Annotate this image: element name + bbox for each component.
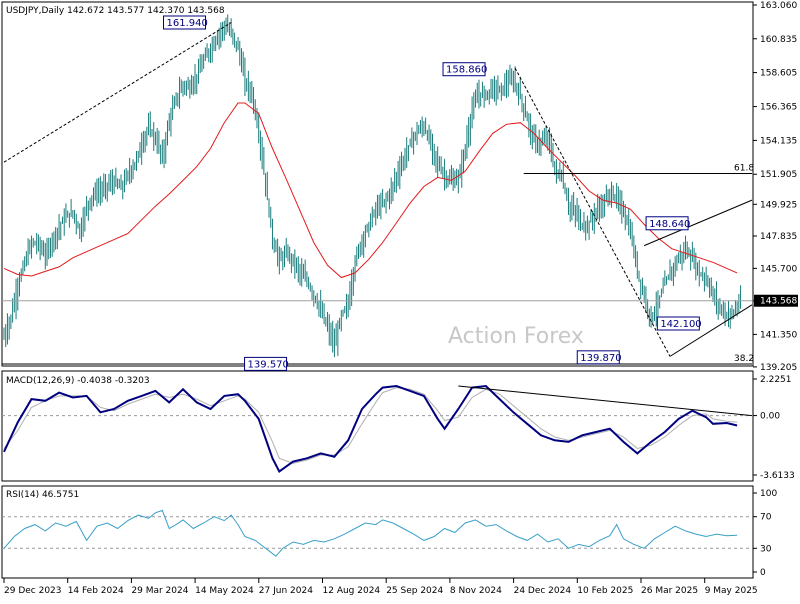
dashed-trendline-1 xyxy=(3,22,232,163)
price-label: 139.570 xyxy=(244,356,289,371)
channel-resistance-line xyxy=(643,199,753,247)
price-label-box xyxy=(645,216,689,231)
y-tick-label: 160.835 xyxy=(760,35,797,45)
rsi-y-tick-label: 30 xyxy=(760,544,772,554)
x-tick-label: 10 Feb 2025 xyxy=(577,586,633,596)
macd-line xyxy=(3,384,738,473)
rsi-y-tick-label: 0 xyxy=(760,568,766,578)
macd-layer xyxy=(2,384,753,473)
price-label-box xyxy=(442,62,486,77)
x-tick-label: 25 Sep 2024 xyxy=(386,586,443,596)
macd-trendline xyxy=(458,385,753,417)
macd-signal-line xyxy=(3,387,738,464)
macd-panel-frame xyxy=(1,370,754,482)
price-layer: 61.8 38.2 161.940 158.860 148.640 142.100 139.… xyxy=(2,14,754,371)
x-tick-label: 27 Jun 2024 xyxy=(259,586,313,596)
price-label-box xyxy=(163,15,207,30)
x-tick-label: 8 Nov 2024 xyxy=(450,586,502,596)
price-label-text: 139.570 xyxy=(248,359,289,370)
price-label-box xyxy=(656,316,700,331)
x-tick-label: 29 Mar 2024 xyxy=(131,586,188,596)
price-panel-frame xyxy=(1,1,754,367)
y-tick-label: 147.835 xyxy=(760,232,797,242)
price-label-box xyxy=(244,356,288,371)
y-tick-label: 149.925 xyxy=(760,200,797,210)
current-price-box xyxy=(754,294,798,307)
rsi-layer xyxy=(2,509,752,557)
rsi-y-tick-label: 70 xyxy=(760,513,772,523)
price-label-text: 158.860 xyxy=(446,65,487,76)
x-tick-label: 9 May 2025 xyxy=(705,586,758,596)
y-tick-label: 156.365 xyxy=(760,103,797,113)
x-tick-label: 29 Dec 2023 xyxy=(4,586,62,596)
macd-y-tick-label: -3.6133 xyxy=(760,471,795,481)
price-label: 148.640 xyxy=(645,216,690,231)
price-label: 139.870 xyxy=(576,350,622,365)
rsi-y-tick-label: 100 xyxy=(760,489,777,499)
y-tick-label: 151.905 xyxy=(760,170,797,180)
price-label-text: 148.640 xyxy=(649,219,690,230)
dashed-trendline-2 xyxy=(514,67,671,357)
macd-title: MACD(12,26,9) -0.4038 -0.3203 xyxy=(6,376,150,386)
macd-y-tick-label: 2.2251 xyxy=(760,375,792,385)
price-label-text: 139.870 xyxy=(580,353,621,364)
y-tick-label: 139.205 xyxy=(760,363,797,373)
price-label: 142.100 xyxy=(656,316,702,331)
sma-line xyxy=(3,102,738,279)
axis-layer: 163.060 160.835 158.605 156.365 154.135 151.9… xyxy=(3,1,798,596)
x-tick-label: 12 Aug 2024 xyxy=(323,586,381,596)
x-tick-label: 26 Mar 2025 xyxy=(641,586,698,596)
rsi-title: RSI(14) 46.5751 xyxy=(6,490,79,500)
current-price-label: 143.568 xyxy=(760,297,797,307)
y-tick-label: 154.135 xyxy=(760,136,797,146)
y-tick-label: 163.060 xyxy=(760,1,797,11)
watermark: Action Forex xyxy=(448,324,584,349)
y-tick-label: 145.700 xyxy=(760,264,797,274)
rsi-line xyxy=(3,509,738,557)
fib-label: 38.2 xyxy=(734,354,754,364)
macd-y-tick-label: 0.00 xyxy=(760,412,780,422)
price-label-text: 161.940 xyxy=(167,18,208,29)
price-label: 161.940 xyxy=(163,15,208,30)
x-tick-label: 14 Feb 2024 xyxy=(68,586,124,596)
fib-label: 61.8 xyxy=(734,164,754,174)
x-tick-label: 14 May 2024 xyxy=(195,586,254,596)
x-tick-label: 24 Dec 2024 xyxy=(514,586,572,596)
price-label-box xyxy=(576,350,620,365)
y-tick-label: 141.350 xyxy=(760,330,797,340)
price-label-text: 142.100 xyxy=(660,319,701,330)
price-label: 158.860 xyxy=(442,62,487,77)
y-tick-label: 158.605 xyxy=(760,69,797,79)
rsi-panel-frame xyxy=(1,485,754,579)
channel-support-line xyxy=(669,304,753,357)
price-title: USDJPY,Daily 142.672 143.577 142.370 143… xyxy=(6,6,225,16)
